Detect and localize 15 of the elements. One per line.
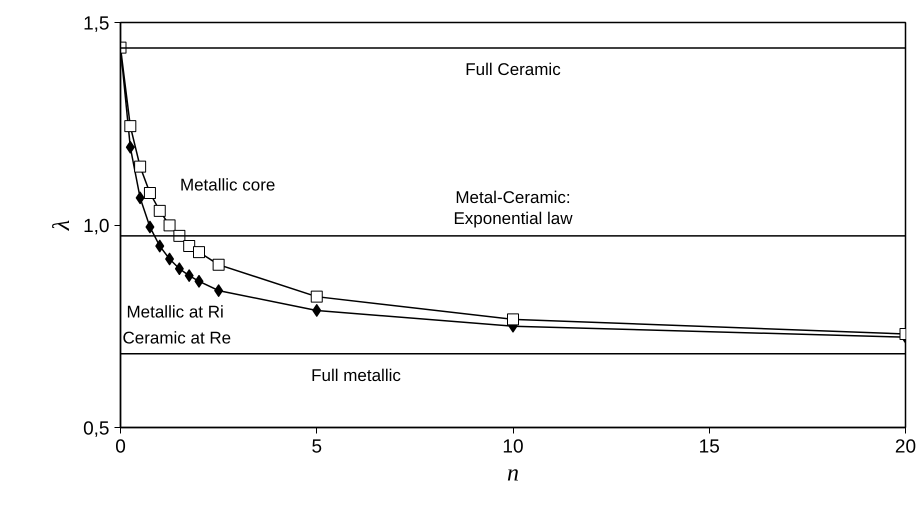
x-tick-label: 20	[894, 436, 916, 458]
series-label: Metallic at Ri Ceramic at Re	[122, 302, 232, 348]
x-tick-label: 10	[502, 436, 524, 458]
y-tick-label: 1,0	[83, 216, 110, 237]
x-tick-label: 0	[115, 436, 126, 458]
y-axis-title: λ	[49, 220, 76, 232]
series-label: Metallic core	[180, 176, 276, 195]
x-tick-label: 15	[698, 436, 720, 458]
y-tick-label: 1,5	[83, 14, 110, 34]
ref-line-label: Full Ceramic	[465, 60, 562, 80]
x-axis-title: n	[507, 460, 519, 486]
x-tick-label: 5	[311, 436, 322, 458]
ref-line-label: Full metallic	[311, 366, 402, 385]
ref-line-label: Metal-Ceramic: Exponential law	[453, 188, 574, 228]
y-tick-label: 0,5	[83, 418, 110, 440]
